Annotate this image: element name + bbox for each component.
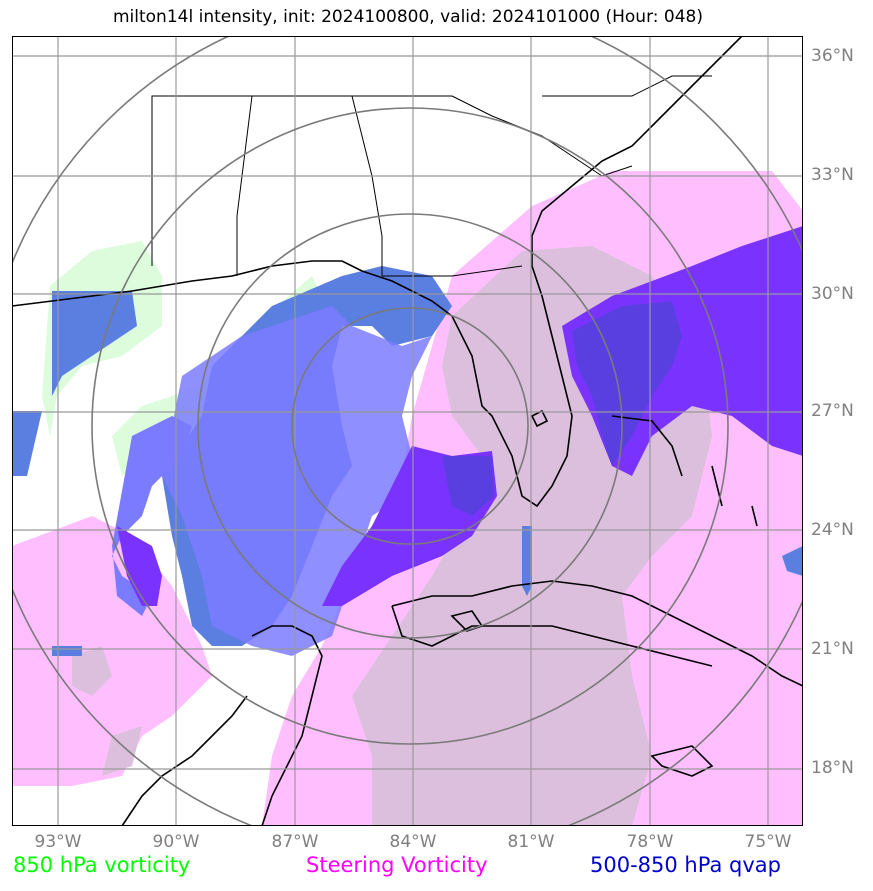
lon-label-84w: 84°W xyxy=(389,832,437,852)
legend-850-vorticity: 850 hPa vorticity xyxy=(13,853,191,877)
lon-label-78w: 78°W xyxy=(626,832,674,852)
graticule xyxy=(12,36,803,826)
lon-label-87w: 87°W xyxy=(271,832,319,852)
map-title: milton14l intensity, init: 2024100800, v… xyxy=(112,7,703,27)
lon-label-81w: 81°W xyxy=(507,832,555,852)
qvap-violet-field xyxy=(112,306,432,656)
coastlines xyxy=(12,36,803,826)
lat-label-27n: 27°N xyxy=(811,401,854,421)
range-rings xyxy=(12,36,803,826)
lat-label-18n: 18°N xyxy=(811,758,854,778)
legend-steering-vorticity: Steering Vorticity xyxy=(306,853,488,877)
lat-label-30n: 30°N xyxy=(811,284,854,304)
lon-label-90w: 90°W xyxy=(152,832,200,852)
lon-label-93w: 93°W xyxy=(34,832,82,852)
lat-label-36n: 36°N xyxy=(811,46,854,66)
legend-qvap: 500-850 hPa qvap xyxy=(590,853,781,877)
map-plot xyxy=(12,36,803,826)
lat-label-24n: 24°N xyxy=(811,520,854,540)
lat-label-21n: 21°N xyxy=(811,639,854,659)
lon-label-75w: 75°W xyxy=(744,832,792,852)
lat-label-33n: 33°N xyxy=(811,165,854,185)
qvap-darkpurple-field xyxy=(442,301,682,516)
